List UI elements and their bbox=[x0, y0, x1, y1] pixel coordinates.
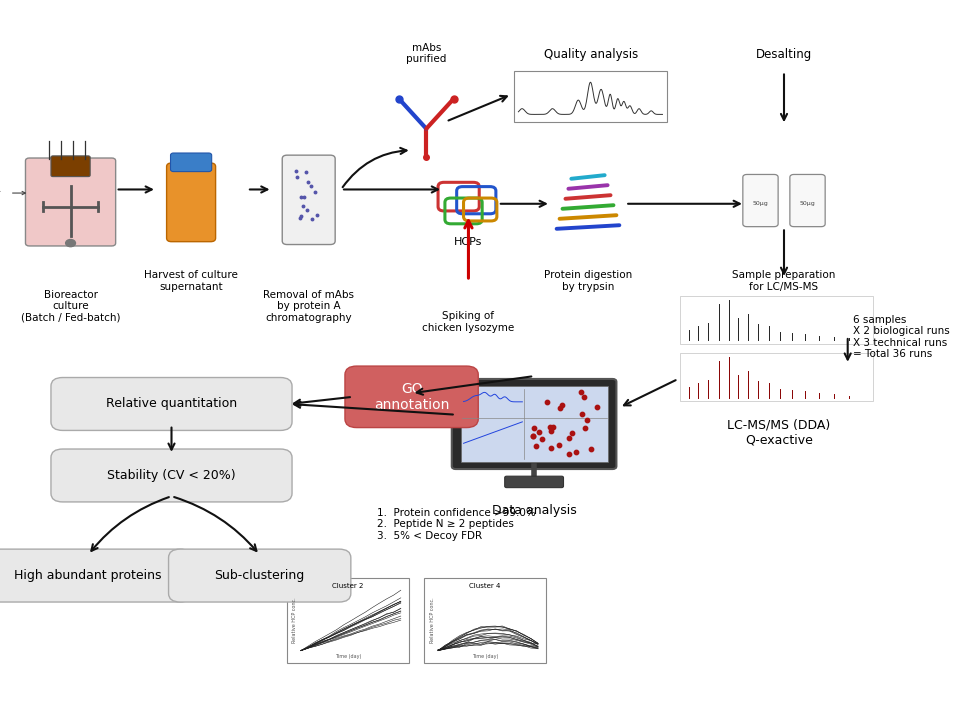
Point bbox=[543, 442, 559, 453]
Text: Time (day): Time (day) bbox=[472, 654, 498, 659]
Point bbox=[551, 439, 566, 450]
Text: Spiking of
chicken lysozyme: Spiking of chicken lysozyme bbox=[422, 311, 514, 332]
Text: Relative quantitation: Relative quantitation bbox=[106, 398, 237, 410]
Text: High abundant proteins: High abundant proteins bbox=[15, 569, 162, 582]
FancyBboxPatch shape bbox=[171, 153, 212, 172]
Text: Bioreactor
culture
(Batch / Fed-batch): Bioreactor culture (Batch / Fed-batch) bbox=[21, 290, 121, 322]
Text: Removal of mAbs
by protein A
chromatography: Removal of mAbs by protein A chromatogra… bbox=[264, 290, 354, 322]
Point bbox=[573, 386, 589, 398]
Text: 6 samples
X 2 biological runs
X 3 technical runs
= Total 36 runs: 6 samples X 2 biological runs X 3 techni… bbox=[853, 315, 950, 360]
Point bbox=[562, 448, 577, 460]
Text: 1.  Protein confidence >99.0%
2.  Peptide N ≥ 2 peptides
3.  5% < Decoy FDR: 1. Protein confidence >99.0% 2. Peptide … bbox=[377, 508, 536, 541]
Text: Cluster 4: Cluster 4 bbox=[469, 583, 501, 589]
Text: Cluster 2: Cluster 2 bbox=[332, 583, 364, 589]
Point bbox=[555, 399, 570, 410]
Point bbox=[531, 426, 547, 438]
Point bbox=[543, 425, 559, 437]
Point bbox=[562, 433, 577, 444]
FancyBboxPatch shape bbox=[452, 379, 616, 469]
FancyBboxPatch shape bbox=[169, 549, 351, 602]
FancyBboxPatch shape bbox=[680, 296, 873, 344]
Text: HCPs: HCPs bbox=[455, 237, 482, 247]
FancyBboxPatch shape bbox=[680, 353, 873, 401]
Text: Time (day): Time (day) bbox=[335, 654, 361, 659]
Point bbox=[525, 430, 541, 442]
Text: GO
annotation: GO annotation bbox=[374, 382, 449, 412]
Point bbox=[545, 421, 561, 433]
FancyBboxPatch shape bbox=[167, 163, 216, 242]
Text: Sample preparation
for LC/MS-MS: Sample preparation for LC/MS-MS bbox=[732, 270, 836, 292]
Point bbox=[577, 422, 593, 433]
Text: 50μg: 50μg bbox=[800, 202, 815, 206]
FancyBboxPatch shape bbox=[282, 155, 335, 245]
Text: Data analysis: Data analysis bbox=[492, 504, 576, 517]
Text: Air: Air bbox=[0, 190, 2, 196]
Point bbox=[542, 421, 558, 433]
FancyBboxPatch shape bbox=[51, 449, 292, 502]
Point bbox=[525, 430, 541, 441]
FancyBboxPatch shape bbox=[461, 386, 608, 462]
Point bbox=[539, 396, 555, 408]
Point bbox=[583, 443, 599, 455]
FancyBboxPatch shape bbox=[51, 156, 90, 177]
Point bbox=[553, 403, 568, 414]
Circle shape bbox=[66, 240, 75, 247]
Text: LC-MS/MS (DDA)
Q-exactive: LC-MS/MS (DDA) Q-exactive bbox=[727, 418, 831, 446]
Point bbox=[589, 401, 605, 413]
Point bbox=[528, 440, 544, 452]
Text: Harvest of culture
supernatant: Harvest of culture supernatant bbox=[144, 270, 238, 292]
Text: Quality analysis: Quality analysis bbox=[544, 48, 638, 61]
FancyBboxPatch shape bbox=[743, 174, 778, 227]
Point bbox=[564, 428, 580, 439]
Point bbox=[534, 433, 550, 445]
Point bbox=[579, 415, 595, 426]
Text: Relative HCP conc.: Relative HCP conc. bbox=[429, 598, 435, 643]
Text: Stability (CV < 20%): Stability (CV < 20%) bbox=[107, 469, 236, 482]
FancyBboxPatch shape bbox=[345, 366, 478, 428]
Text: Desalting: Desalting bbox=[756, 48, 812, 61]
Point bbox=[568, 446, 584, 458]
FancyBboxPatch shape bbox=[25, 158, 116, 246]
FancyBboxPatch shape bbox=[505, 476, 563, 488]
Point bbox=[576, 392, 592, 403]
Text: Relative HCP conc.: Relative HCP conc. bbox=[292, 598, 298, 643]
FancyBboxPatch shape bbox=[287, 578, 409, 663]
Text: Sub-clustering: Sub-clustering bbox=[215, 569, 305, 582]
FancyBboxPatch shape bbox=[0, 549, 192, 602]
FancyBboxPatch shape bbox=[51, 378, 292, 430]
FancyBboxPatch shape bbox=[424, 578, 546, 663]
Text: Protein digestion
by trypsin: Protein digestion by trypsin bbox=[544, 270, 632, 292]
Text: 50μg: 50μg bbox=[753, 202, 768, 206]
Text: mAbs
purified: mAbs purified bbox=[406, 43, 447, 64]
FancyBboxPatch shape bbox=[514, 71, 667, 122]
Point bbox=[574, 408, 590, 420]
FancyBboxPatch shape bbox=[790, 174, 825, 227]
Point bbox=[526, 423, 542, 434]
